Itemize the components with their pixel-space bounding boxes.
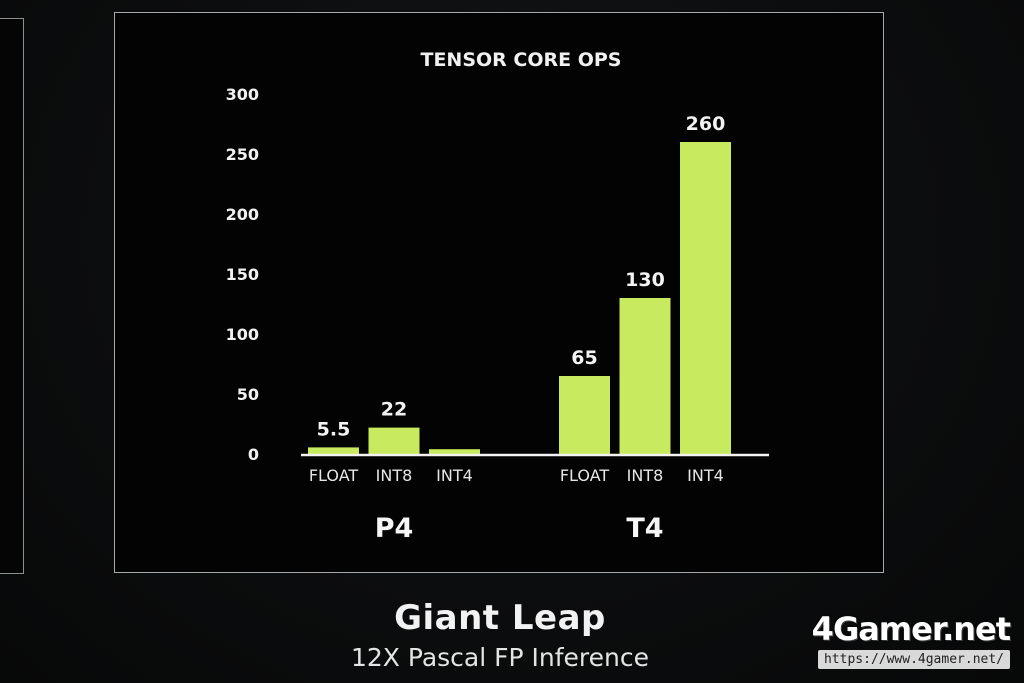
- category-label: INT4: [436, 466, 473, 485]
- caption-subtitle: 12X Pascal FP Inference: [350, 643, 650, 672]
- y-tick-label: 50: [237, 385, 259, 404]
- watermark: 4Gamer.net https://www.4gamer.net/: [780, 610, 1011, 674]
- y-tick-label: 150: [226, 265, 259, 284]
- y-tick-label: 200: [226, 205, 259, 224]
- y-tick-label: 250: [226, 145, 259, 164]
- group-label: P4: [375, 513, 414, 544]
- data-label: 65: [571, 347, 597, 369]
- category-label: FLOAT: [560, 466, 610, 485]
- bar-p4-int8: [368, 427, 420, 454]
- bar-t4-float: [559, 376, 610, 454]
- data-label: 22: [381, 399, 407, 421]
- category-label: INT8: [627, 466, 664, 485]
- bar-t4-int8: [619, 298, 671, 454]
- y-tick-label: 100: [226, 325, 259, 344]
- y-tick-label: 0: [248, 445, 259, 464]
- chart-frame: TENSOR CORE OPS 0 50 100 150 200 250 300 5.5 FL…: [114, 12, 884, 573]
- tensor-core-ops-chart: TENSOR CORE OPS 0 50 100 150 200 250 300 5.5 FL…: [226, 49, 769, 544]
- y-tick-label: 300: [226, 85, 259, 104]
- caption-title: Giant Leap: [394, 598, 606, 638]
- y-axis: 0 50 100 150 200 250 300: [226, 85, 259, 464]
- data-label: 260: [686, 113, 726, 135]
- data-label: 5.5: [317, 418, 351, 440]
- chart-labels: 5.5 FLOAT 22 INT8 INT4 P4 65 FLOAT 130 INT8 260 INT…: [309, 113, 726, 544]
- bar-p4-float: [308, 447, 359, 454]
- data-label: 130: [625, 269, 665, 291]
- bar-t4-int4: [680, 142, 731, 454]
- category-label: FLOAT: [309, 466, 359, 485]
- bar-p4-int4: [429, 449, 480, 454]
- category-label: INT8: [376, 466, 413, 485]
- category-label: INT4: [687, 466, 724, 485]
- adjacent-slide-panel: [0, 18, 24, 574]
- bar-series: [308, 142, 731, 454]
- watermark-logo: 4Gamer.net: [811, 610, 1011, 648]
- chart-title: TENSOR CORE OPS: [420, 49, 621, 71]
- group-label: T4: [626, 513, 663, 544]
- watermark-url: https://www.4gamer.net/: [817, 650, 1010, 669]
